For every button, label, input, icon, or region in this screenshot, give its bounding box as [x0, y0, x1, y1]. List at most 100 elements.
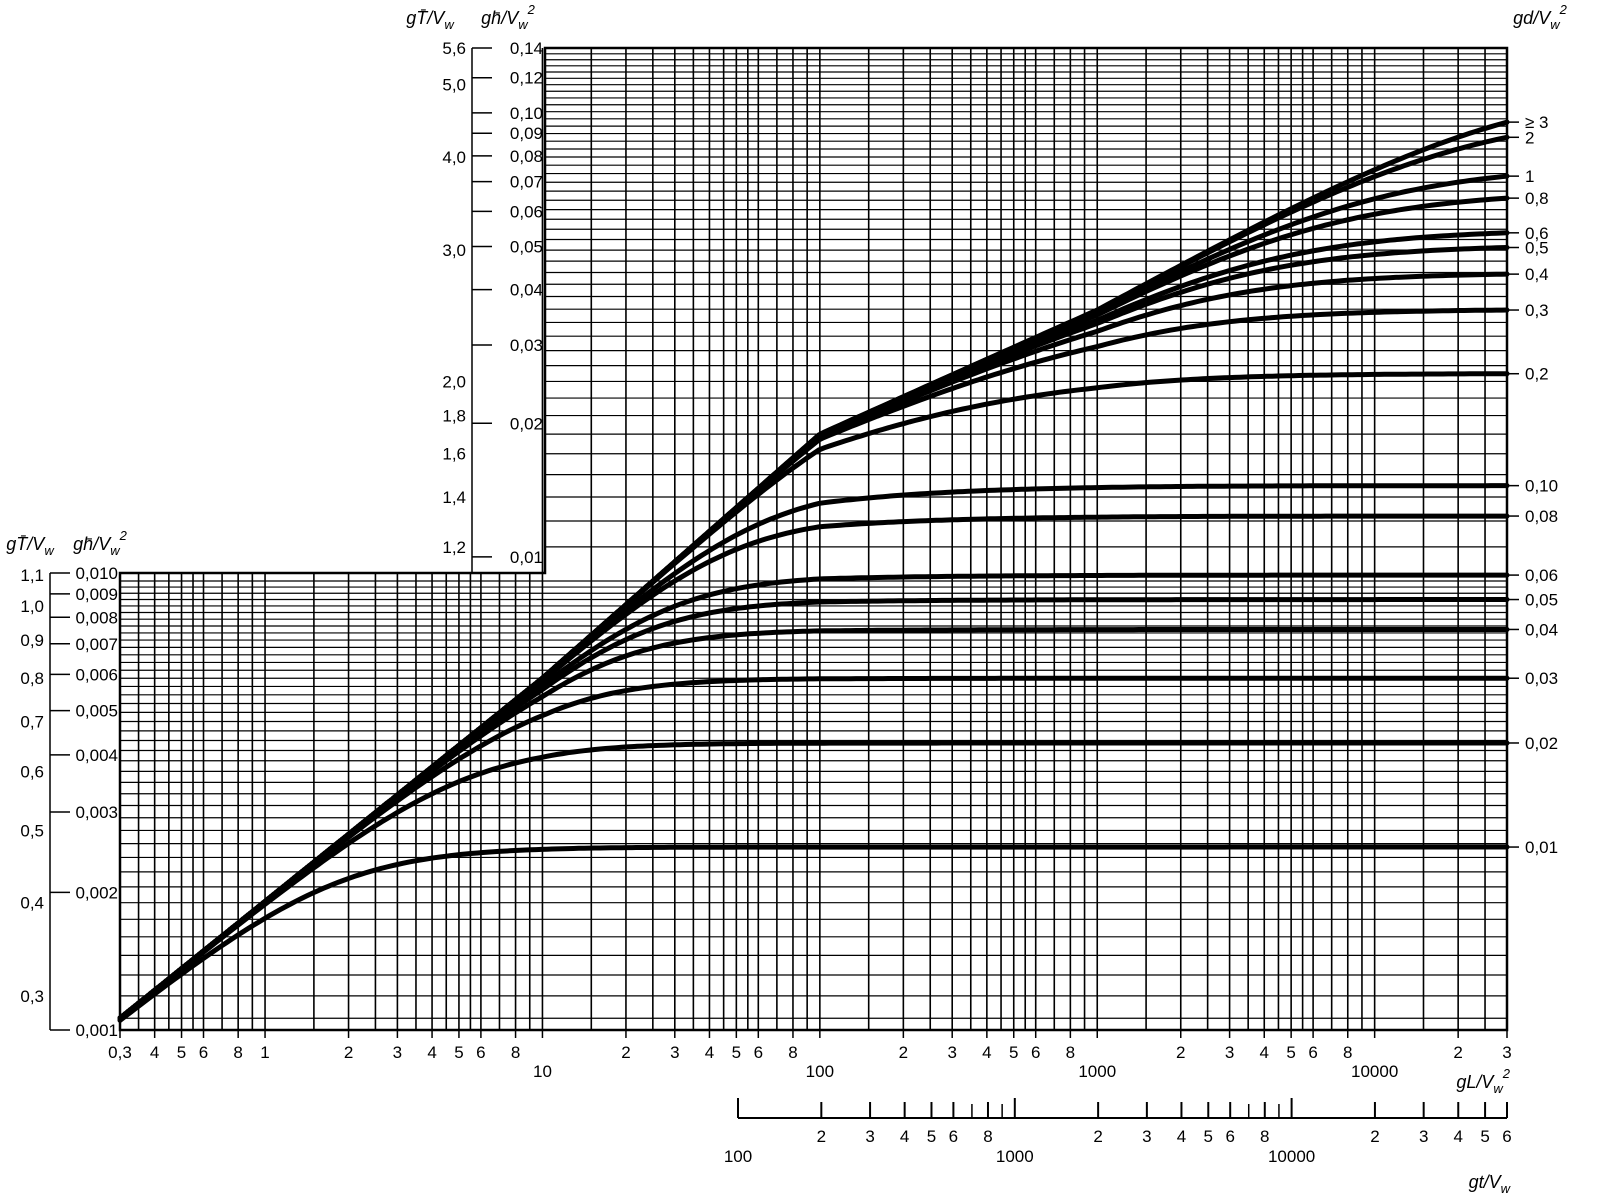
t-tick-label: 2	[1370, 1127, 1379, 1146]
x-axis-title: gL/Vw2	[1456, 1066, 1510, 1096]
x-tick-label: 4	[982, 1043, 991, 1062]
x-tick-label: 8	[788, 1043, 797, 1062]
series-label: 0,04	[1525, 620, 1558, 639]
series-axis-title: gd/Vw2	[1513, 2, 1567, 32]
t-tick-label: 4	[1454, 1127, 1463, 1146]
lower-period-tick-label: 1,1	[20, 566, 44, 585]
upper-height-title: gh̄/Vw2	[481, 2, 535, 32]
series-label: 0,3	[1525, 301, 1549, 320]
lower-height-tick-label: 0,006	[75, 665, 118, 684]
panel-frames	[49, 46, 1509, 1032]
series-curve-17	[117, 844, 1510, 1023]
x-tick-label: 6	[1031, 1043, 1040, 1062]
x-tick-label: 5	[454, 1043, 463, 1062]
series-label: 0,03	[1525, 669, 1558, 688]
x-tick-label: 6	[476, 1043, 485, 1062]
series-curves: ≥ 32 1 0,8 0,60,5 0,4 0,3 0,2 0,10 0,08 0,06 0,05 0…	[117, 113, 1558, 1023]
lower-height-tick-label: 0,008	[75, 608, 118, 627]
series-curve-15	[117, 675, 1510, 1021]
upper-height-tick-label: 0,03	[510, 336, 543, 355]
series-curve-4	[117, 195, 1510, 1021]
lower-period-tick-label: 0,6	[20, 762, 44, 781]
x-tick-label: 5	[1286, 1043, 1295, 1062]
t-tick-label: 8	[983, 1127, 992, 1146]
upper-period-tick-label: 1,2	[442, 538, 466, 557]
x-tick-label: 2	[1176, 1043, 1185, 1062]
series-label: 0,08	[1525, 507, 1558, 526]
t-tick-label: 6	[1502, 1127, 1511, 1146]
x-tick-label: 8	[1066, 1043, 1075, 1062]
upper-height-tick-label: 0,05	[510, 238, 543, 257]
x-tick-label: 8	[233, 1043, 242, 1062]
x-tick-label: 5	[732, 1043, 741, 1062]
series-label: 0,02	[1525, 734, 1558, 753]
x-tick-label: 2	[344, 1043, 353, 1062]
series-label: 0,06	[1525, 566, 1558, 585]
t-tick-label: 3	[1419, 1127, 1428, 1146]
t-tick-label: 3	[865, 1127, 874, 1146]
series-label: 0,10	[1525, 477, 1558, 496]
upper-height-tick-label: 0,01	[510, 548, 543, 567]
x-tick-label: 2	[899, 1043, 908, 1062]
upper-height-tick-label: 0,02	[510, 414, 543, 433]
upper-height-tick-label: 0,06	[510, 202, 543, 221]
upper-period-tick-label: 2,0	[442, 372, 466, 391]
t-tick-label: 5	[927, 1127, 936, 1146]
x-tick-label: 3	[1502, 1043, 1511, 1062]
series-label: 0,05	[1525, 591, 1558, 610]
x-tick-label: 5	[177, 1043, 186, 1062]
upper-height-tick-label: 0,07	[510, 173, 543, 192]
lower-period-tick-label: 0,7	[20, 712, 44, 731]
t-tick-label: 10000	[1268, 1147, 1315, 1166]
series-label: 0,8	[1525, 189, 1549, 208]
lower-height-tick-label: 0,004	[75, 746, 118, 765]
lower-period-tick-label: 0,5	[20, 821, 44, 840]
lower-height-tick-label: 0,003	[75, 803, 118, 822]
x-tick-label: 8	[1343, 1043, 1352, 1062]
series-label: 0,5	[1525, 239, 1549, 258]
upper-period-tick-label: 1,4	[442, 488, 466, 507]
series-curve-9	[117, 371, 1510, 1021]
t-tick-label: 5	[1480, 1127, 1489, 1146]
series-curve-12	[117, 572, 1510, 1021]
x-tick-label: 3	[393, 1043, 402, 1062]
x-tick-label: 1000	[1078, 1062, 1116, 1081]
series-curve-7	[117, 271, 1510, 1021]
series-label: 1	[1525, 167, 1534, 186]
x-tick-label: 2	[1453, 1043, 1462, 1062]
x-tick-label: 4	[705, 1043, 714, 1062]
lower-period-tick-label: 0,4	[20, 894, 44, 913]
lower-height-tick-label: 0,007	[75, 635, 118, 654]
t-tick-label: 4	[1177, 1127, 1186, 1146]
t-tick-label: 2	[817, 1127, 826, 1146]
t-tick-label: 4	[900, 1127, 909, 1146]
x-tick-label: 5	[1009, 1043, 1018, 1062]
series-label: 0,6	[1525, 224, 1549, 243]
series-label: 0,2	[1525, 365, 1549, 384]
lower-height-tick-label: 0,010	[75, 564, 118, 583]
lower-period-tick-label: 0,3	[20, 987, 44, 1006]
upper-height-tick-label: 0,10	[510, 104, 543, 123]
x-tick-label: 10	[533, 1062, 552, 1081]
x-tick-label: 6	[1308, 1043, 1317, 1062]
upper-height-tick-label: 0,09	[510, 124, 543, 143]
lower-height-tick-label: 0,002	[75, 883, 118, 902]
x-tick-label: 0,3	[108, 1043, 132, 1062]
upper-period-tick-label: 5,0	[442, 76, 466, 95]
x-tick-label: 4	[150, 1043, 159, 1062]
lower-height-tick-label: 0,005	[75, 702, 118, 721]
t-tick-label: 6	[1225, 1127, 1234, 1146]
t-tick-label: 1000	[996, 1147, 1034, 1166]
x-tick-label: 4	[1260, 1043, 1269, 1062]
t-tick-label: 2	[1093, 1127, 1102, 1146]
series-curve-10	[117, 483, 1510, 1021]
series-label: 0,4	[1525, 265, 1549, 284]
series-curve-16	[117, 740, 1510, 1022]
series-curve-8	[117, 307, 1510, 1021]
chart-grid	[119, 47, 1508, 1030]
x-tick-label: 8	[511, 1043, 520, 1062]
t-tick-label: 3	[1142, 1127, 1151, 1146]
series-label: 2	[1525, 128, 1534, 147]
